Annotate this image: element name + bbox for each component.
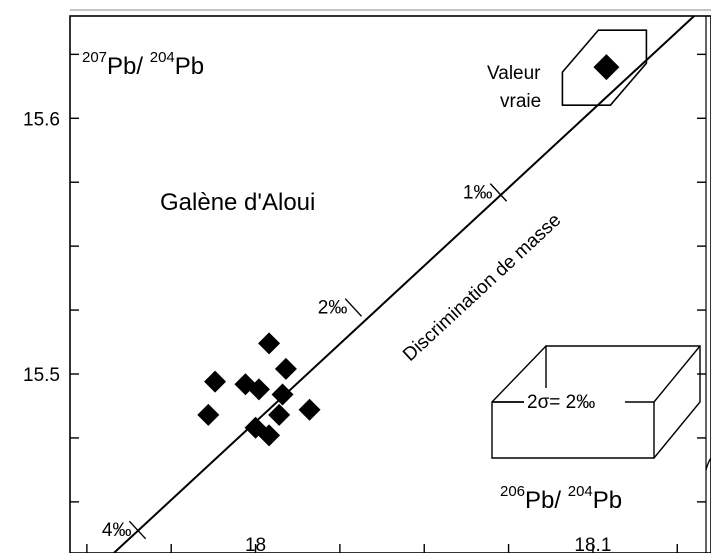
line-mark-label-2: 4‰ (102, 520, 132, 541)
error-box-label-bg (524, 388, 625, 414)
true-value-error-hexagon (561, 29, 648, 106)
discrimination-line (113, 15, 695, 554)
data-point-9 (274, 357, 297, 380)
data-points (197, 332, 321, 447)
discrimination-label: Discrimination de masse (399, 210, 565, 366)
x-axis-ticks (86, 544, 678, 553)
error-box: 2σ= 2‰ (491, 345, 701, 459)
error-box-edge1 (491, 345, 547, 403)
data-point-4 (247, 378, 270, 401)
data-point-7 (268, 403, 291, 426)
y-axis-label-base2: Pb (175, 53, 204, 80)
x-axis-label: 206Pb/ 204Pb (500, 483, 622, 514)
data-point-8 (271, 383, 294, 406)
data-point-1 (204, 370, 227, 393)
x-axis-label-sup1: 206 (500, 483, 525, 500)
y-tick-label-1: 15.6 (23, 109, 60, 130)
data-point-6 (258, 424, 281, 447)
x-axis-label-base2: Pb (593, 487, 622, 514)
x-axis-label-base1: Pb/ (525, 487, 568, 514)
error-box-edge2 (653, 345, 701, 403)
plot-frame (69, 15, 711, 554)
true-value-label-line2: vraie (500, 91, 541, 112)
true-value-point (593, 54, 620, 81)
line-mark-label-0: 1‰ (463, 182, 493, 203)
y-axis-tick-labels: 15.5 15.6 (23, 109, 60, 386)
x-axis-label-sup2: 204 (568, 483, 593, 500)
x-tick-label-0: 18 (245, 535, 266, 553)
y-axis-label-sup1: 207 (82, 49, 107, 66)
error-box-label: 2σ= 2‰ (527, 392, 595, 413)
data-point-0 (197, 403, 220, 426)
y-axis-ticks (70, 53, 706, 503)
data-point-5 (258, 332, 281, 355)
line-mark-label-1: 2‰ (318, 298, 348, 319)
line-mark-tick-2 (128, 520, 147, 540)
discrimination-marks: 1‰ 2‰ 4‰ (102, 182, 508, 541)
sample-name: Galène d'Aloui (160, 189, 315, 216)
y-axis-label-base1: Pb/ (107, 53, 150, 80)
data-point-3 (244, 416, 267, 439)
line-mark-tick-0 (489, 183, 508, 202)
y-axis-label-sup2: 204 (150, 49, 175, 66)
true-value-label-line1: Valeur (487, 63, 541, 84)
x-axis-tick-labels: 18 18.1 (245, 535, 611, 556)
y-tick-label-0: 15.5 (23, 365, 60, 386)
line-mark-tick-1 (344, 298, 363, 317)
x-tick-label-1: 18.1 (574, 535, 611, 553)
true-value-diamond (593, 54, 620, 81)
data-point-10 (298, 398, 321, 421)
y-axis-label: 207Pb/ 204Pb (82, 49, 204, 80)
